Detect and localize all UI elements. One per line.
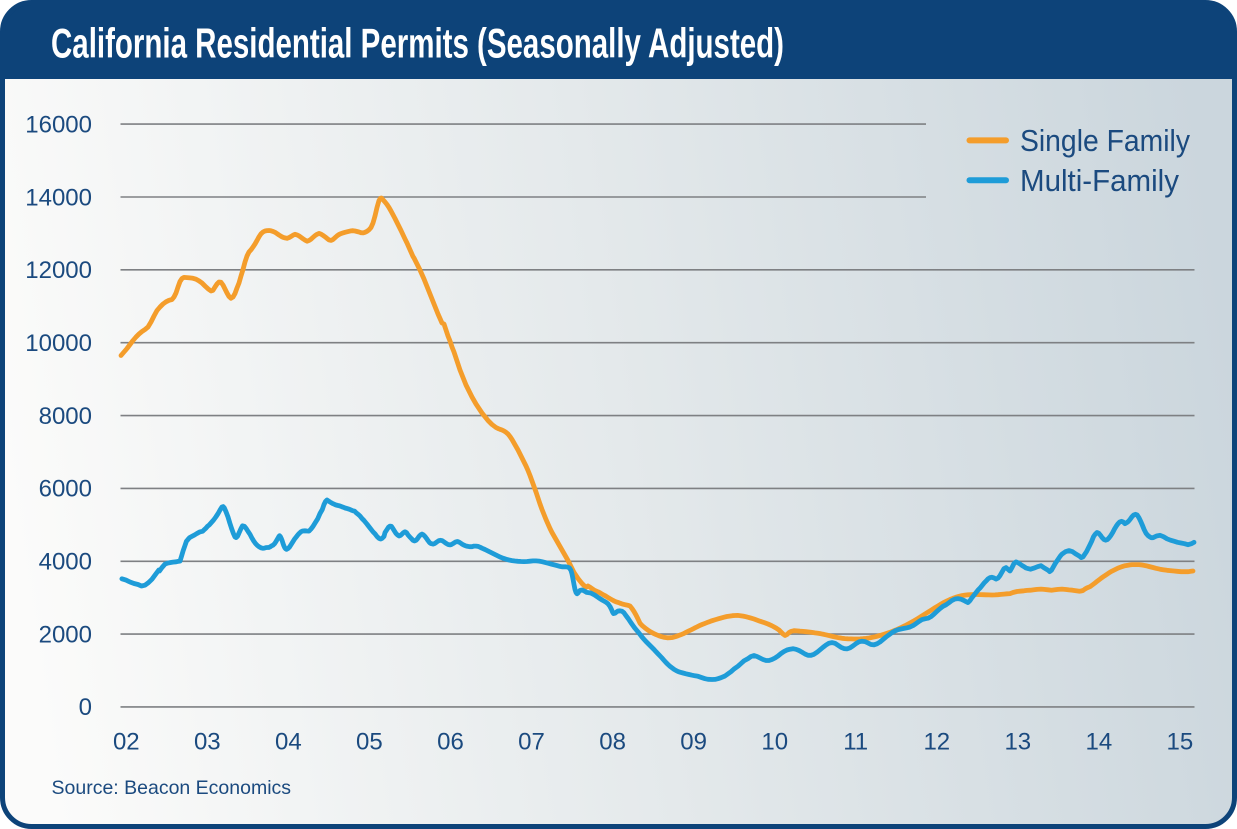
svg-text:05: 05 bbox=[356, 729, 383, 756]
svg-text:03: 03 bbox=[194, 729, 221, 756]
svg-text:07: 07 bbox=[518, 729, 545, 756]
svg-text:8000: 8000 bbox=[39, 403, 92, 430]
svg-text:California Residential Permits: California Residential Permits (Seasonal… bbox=[51, 20, 784, 67]
svg-text:02: 02 bbox=[113, 729, 140, 756]
svg-text:16000: 16000 bbox=[25, 111, 92, 138]
svg-text:0: 0 bbox=[79, 694, 92, 721]
svg-text:09: 09 bbox=[680, 729, 707, 756]
svg-text:14: 14 bbox=[1086, 729, 1113, 756]
svg-text:10: 10 bbox=[761, 729, 788, 756]
svg-text:10000: 10000 bbox=[25, 330, 92, 357]
svg-text:13: 13 bbox=[1004, 729, 1031, 756]
svg-text:Multi-Family: Multi-Family bbox=[1020, 163, 1179, 198]
svg-text:04: 04 bbox=[275, 729, 302, 756]
svg-text:15: 15 bbox=[1167, 729, 1194, 756]
svg-text:4000: 4000 bbox=[39, 549, 92, 576]
svg-text:12: 12 bbox=[923, 729, 950, 756]
svg-text:08: 08 bbox=[599, 729, 626, 756]
svg-text:Source: Beacon Economics: Source: Beacon Economics bbox=[52, 777, 292, 799]
svg-text:06: 06 bbox=[437, 729, 464, 756]
svg-text:11: 11 bbox=[843, 729, 868, 756]
svg-text:2000: 2000 bbox=[39, 621, 92, 648]
svg-text:Single Family: Single Family bbox=[1020, 123, 1190, 158]
svg-text:14000: 14000 bbox=[25, 184, 92, 211]
svg-text:6000: 6000 bbox=[39, 476, 92, 503]
svg-text:12000: 12000 bbox=[25, 257, 92, 284]
